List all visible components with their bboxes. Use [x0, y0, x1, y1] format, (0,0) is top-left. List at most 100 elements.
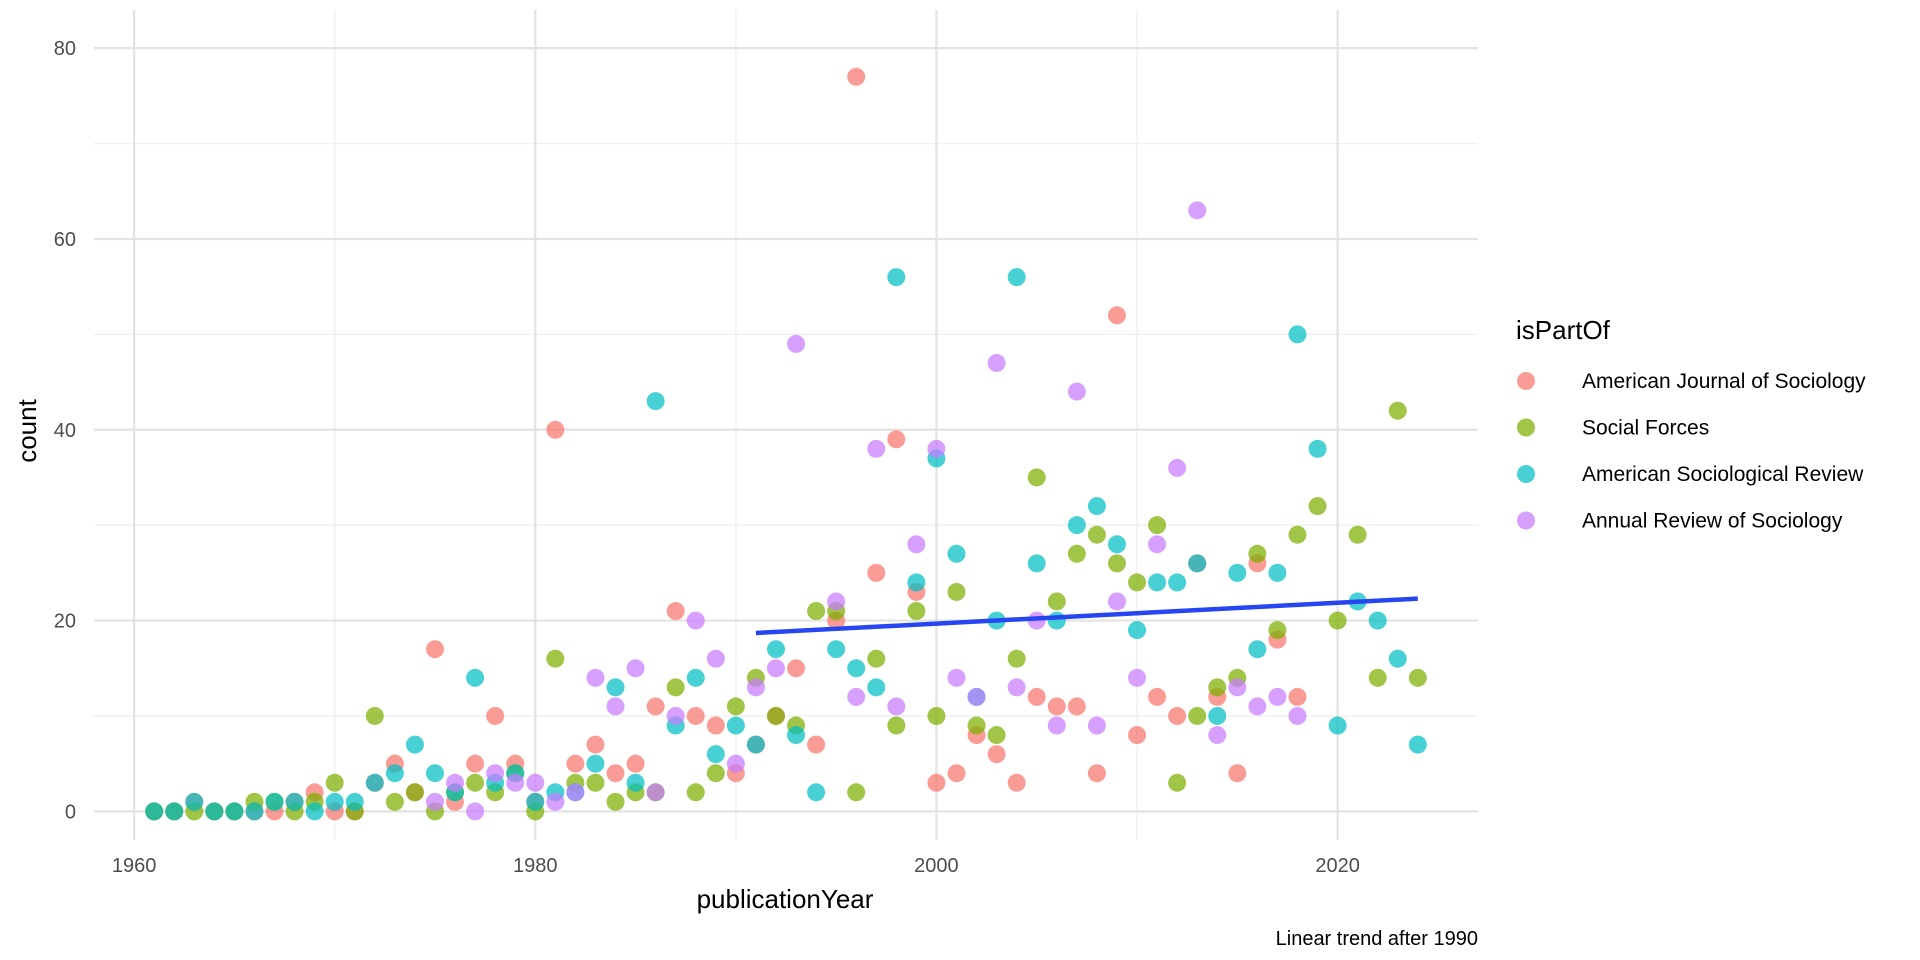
data-point [486, 764, 505, 783]
data-point [686, 668, 705, 687]
data-point [1188, 201, 1207, 220]
data-point [807, 602, 826, 621]
data-point [807, 783, 826, 802]
data-point [1148, 535, 1167, 554]
data-point [867, 439, 886, 458]
data-point [987, 353, 1006, 372]
data-point [1067, 544, 1086, 563]
data-point [1288, 525, 1307, 544]
x-tick-label: 1980 [513, 855, 558, 877]
data-point [646, 783, 665, 802]
data-point [967, 687, 986, 706]
data-point [706, 649, 725, 668]
data-point [807, 735, 826, 754]
y-tick-label: 60 [54, 229, 76, 251]
y-tick-label: 40 [54, 420, 76, 442]
data-point [1067, 516, 1086, 535]
data-point [1228, 563, 1247, 582]
data-point [787, 659, 806, 678]
data-point [1168, 458, 1187, 477]
data-point [1128, 621, 1147, 640]
data-point [626, 773, 645, 792]
data-point [666, 706, 685, 725]
data-point [486, 706, 505, 725]
data-point [1388, 401, 1407, 420]
legend-label: Social Forces [1582, 417, 1709, 440]
data-point [1007, 773, 1026, 792]
y-tick-label: 20 [54, 611, 76, 633]
data-point [1087, 497, 1106, 516]
data-point [205, 802, 224, 821]
data-point [405, 783, 424, 802]
data-point [1087, 716, 1106, 735]
data-point [686, 706, 705, 725]
legend-label: Annual Review of Sociology [1582, 510, 1843, 533]
data-point [726, 716, 745, 735]
data-point [506, 773, 525, 792]
data-point [1168, 573, 1187, 592]
data-point [1408, 735, 1427, 754]
data-point [686, 783, 705, 802]
data-point [746, 735, 765, 754]
trend-line [755, 596, 1418, 636]
data-point [1208, 678, 1227, 697]
minor-gridlines [94, 10, 1478, 840]
data-point [1348, 525, 1367, 544]
data-point [666, 602, 685, 621]
data-point [1148, 516, 1167, 535]
data-point [847, 783, 866, 802]
data-point [1107, 554, 1126, 573]
data-point [706, 716, 725, 735]
major-gridlines [94, 10, 1478, 840]
data-point [887, 268, 906, 287]
data-point [1168, 773, 1187, 792]
data-point [867, 649, 886, 668]
data-point [1288, 706, 1307, 725]
data-point [566, 754, 585, 773]
data-point [185, 792, 204, 811]
data-point [847, 687, 866, 706]
data-point [305, 802, 324, 821]
data-point [1047, 697, 1066, 716]
legend-title: isPartOf [1516, 315, 1611, 345]
data-point [987, 726, 1006, 745]
data-point [907, 602, 926, 621]
data-point [1007, 649, 1026, 668]
data-point [947, 668, 966, 687]
data-point [546, 420, 565, 439]
data-point [325, 773, 344, 792]
data-point [586, 668, 605, 687]
data-point [1107, 592, 1126, 611]
data-point [345, 792, 364, 811]
data-point [606, 697, 625, 716]
data-point [385, 764, 404, 783]
data-point [1208, 726, 1227, 745]
data-point [1128, 726, 1147, 745]
data-point [145, 802, 164, 821]
y-tick-label: 0 [65, 801, 76, 823]
data-point [1328, 716, 1347, 735]
data-point [1007, 678, 1026, 697]
data-point [847, 67, 866, 86]
legend-key [1517, 465, 1535, 483]
data-point [586, 735, 605, 754]
legend: isPartOf American Journal of Sociology So… [1516, 315, 1866, 533]
data-point [1308, 497, 1327, 516]
y-axis-title: count [12, 398, 42, 462]
data-point [827, 640, 846, 659]
data-point [766, 659, 785, 678]
data-point [1107, 306, 1126, 325]
data-point [666, 678, 685, 697]
data-point [646, 392, 665, 411]
data-point [425, 640, 444, 659]
data-point [466, 754, 485, 773]
data-point [1027, 554, 1046, 573]
data-point [1368, 668, 1387, 687]
data-point [686, 611, 705, 630]
legend-key [1517, 511, 1535, 530]
data-point [1128, 573, 1147, 592]
data-point [907, 535, 926, 554]
data-point [1268, 687, 1287, 706]
data-point [947, 544, 966, 563]
data-point [947, 764, 966, 783]
